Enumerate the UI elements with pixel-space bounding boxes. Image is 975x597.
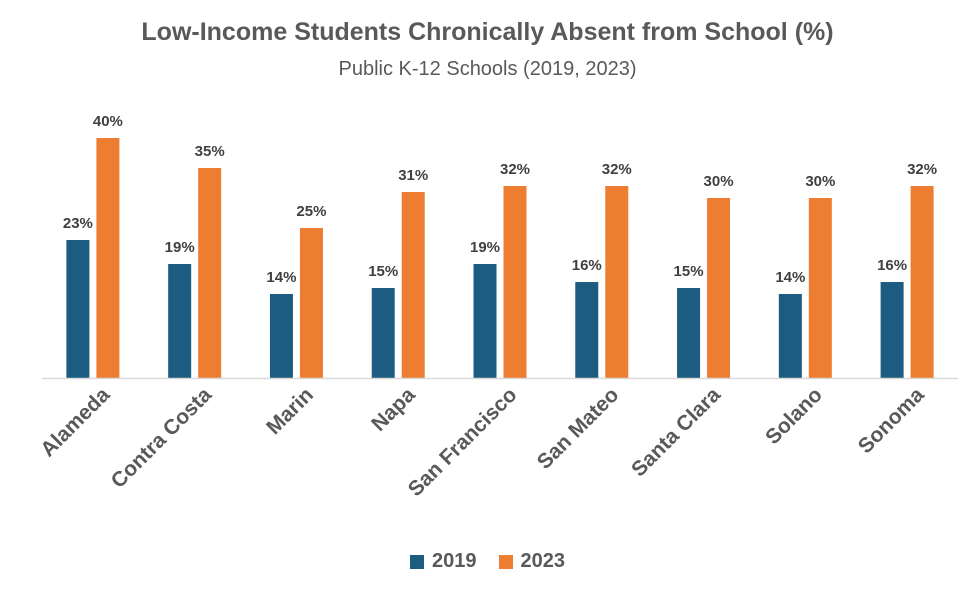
tick-label-alameda: Alameda [36, 383, 114, 461]
bar-marin-2019 [269, 294, 293, 378]
data-label-san-mateo-2023: 32% [602, 161, 632, 178]
bar-alameda-2023 [96, 138, 120, 378]
data-label-sonoma-2023: 32% [907, 161, 937, 178]
data-label-alameda-2019: 23% [63, 215, 93, 232]
data-label-contra-costa-2019: 19% [165, 239, 195, 256]
bar-santa-clara-2019 [677, 288, 701, 378]
data-label-contra-costa-2023: 35% [195, 143, 225, 160]
chart-title: Low-Income Students Chronically Absent f… [141, 18, 834, 46]
bar-solano-2019 [778, 294, 802, 378]
data-label-san-francisco-2019: 19% [470, 239, 500, 256]
bar-sonoma-2019 [880, 282, 904, 378]
bar-santa-clara-2023 [707, 198, 731, 378]
data-label-santa-clara-2023: 30% [704, 173, 734, 190]
bar-sonoma-2023 [910, 186, 934, 378]
chart-subtitle: Public K-12 Schools (2019, 2023) [338, 58, 637, 80]
data-label-marin-2019: 14% [266, 269, 296, 286]
data-label-solano-2019: 14% [775, 269, 805, 286]
bar-napa-2023 [401, 192, 425, 378]
legend-label-2019: 2019 [432, 550, 477, 572]
tick-label-sonoma: Sonoma [854, 383, 929, 458]
data-label-napa-2019: 15% [368, 263, 398, 280]
legend-label-2023: 2023 [520, 550, 566, 572]
tick-label-san-francisco: San Francisco [404, 383, 522, 501]
legend-item-2023: 2023 [498, 550, 566, 573]
bar-contra-costa-2023 [198, 168, 222, 378]
bar-contra-costa-2019 [168, 264, 192, 378]
data-label-sonoma-2019: 16% [877, 257, 907, 274]
legend-swatch-2019 [410, 554, 424, 569]
tick-label-solano: Solano [761, 383, 827, 449]
legend-swatch-2023 [498, 554, 513, 569]
bar-san-mateo-2023 [605, 186, 629, 378]
data-label-alameda-2023: 40% [93, 113, 123, 130]
bar-san-francisco-2023 [503, 186, 527, 378]
bar-san-francisco-2019 [473, 264, 497, 378]
data-label-solano-2023: 30% [805, 173, 835, 190]
tick-label-san-mateo: San Mateo [533, 383, 624, 474]
legend-item-2019: 2019 [410, 550, 477, 573]
bar-marin-2023 [299, 228, 323, 378]
data-label-santa-clara-2019: 15% [674, 263, 704, 280]
tick-label-napa: Napa [367, 383, 420, 436]
tick-label-marin: Marin [262, 383, 318, 439]
data-label-san-mateo-2019: 16% [572, 257, 602, 274]
data-label-san-francisco-2023: 32% [500, 161, 530, 178]
bar-napa-2019 [371, 288, 395, 378]
tick-label-santa-clara: Santa Clara [627, 383, 725, 481]
tick-label-contra-costa: Contra Costa [107, 383, 217, 493]
bar-solano-2023 [808, 198, 832, 378]
bar-alameda-2019 [66, 240, 90, 378]
bar-san-mateo-2019 [575, 282, 599, 378]
data-label-napa-2023: 31% [398, 167, 428, 184]
legend: 2019 2023 [0, 550, 975, 573]
data-label-marin-2023: 25% [296, 203, 326, 220]
